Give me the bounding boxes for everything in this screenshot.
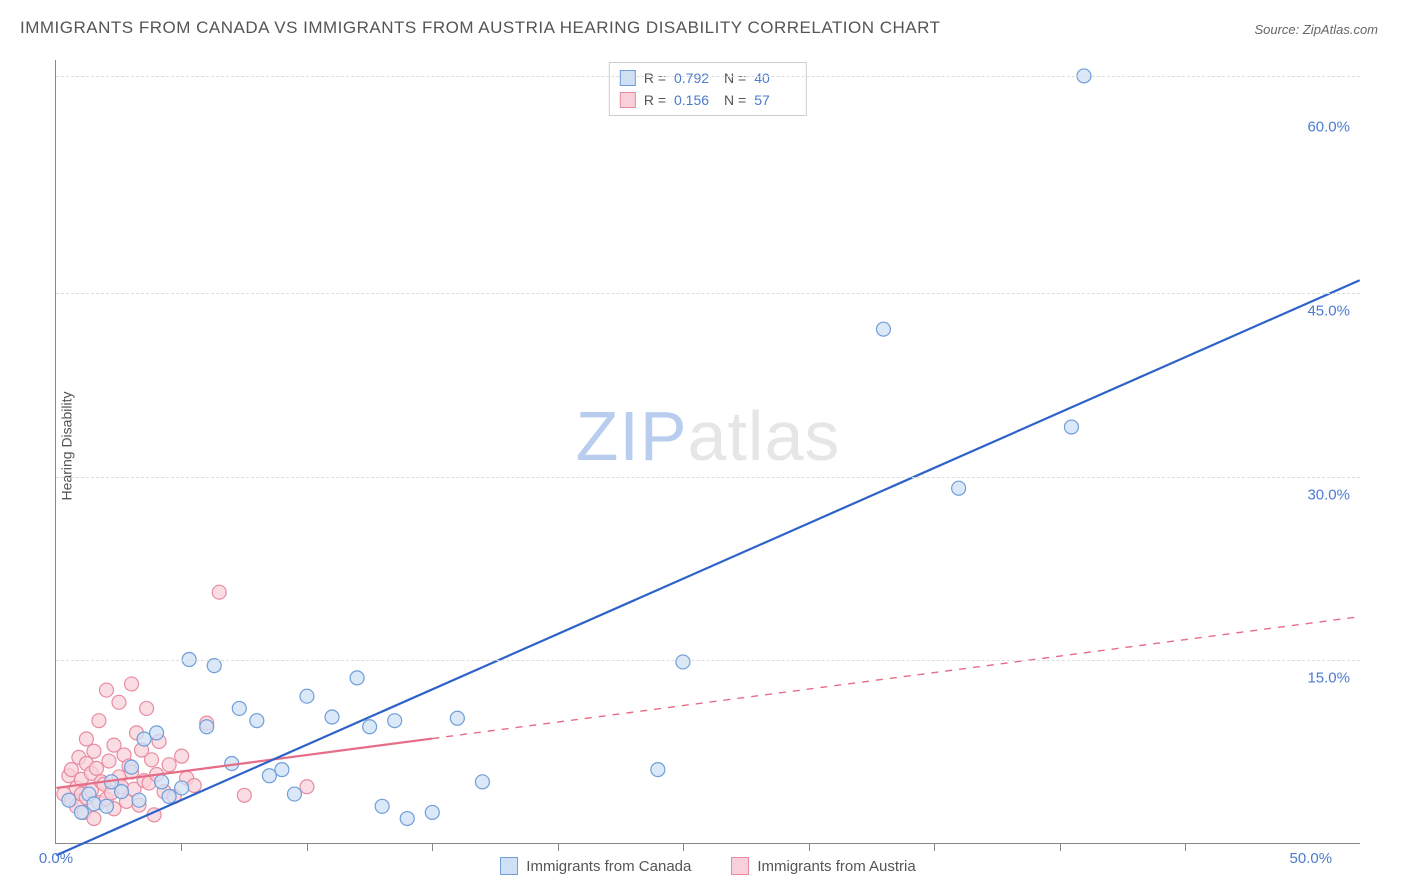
austria-point: [92, 714, 106, 728]
x-tick: [1060, 843, 1061, 851]
n-label: N =: [724, 89, 746, 111]
plot-area: ZIPatlas R = 0.792 N = 40 R = 0.156 N = …: [55, 60, 1360, 844]
x-tick: [181, 843, 182, 851]
canada-point: [132, 793, 146, 807]
canada-point: [363, 720, 377, 734]
canada-point: [125, 760, 139, 774]
r-label: R =: [644, 89, 666, 111]
legend-bottom: Immigrants from Canada Immigrants from A…: [56, 857, 1360, 875]
y-tick-label: 15.0%: [1307, 670, 1350, 687]
x-tick: [432, 843, 433, 851]
x-tick: [683, 843, 684, 851]
austria-point: [175, 749, 189, 763]
canada-point: [300, 689, 314, 703]
canada-point: [287, 787, 301, 801]
canada-point: [232, 701, 246, 715]
austria-point: [87, 812, 101, 826]
canada-point: [450, 711, 464, 725]
chart-title: IMMIGRANTS FROM CANADA VS IMMIGRANTS FRO…: [20, 18, 941, 38]
swatch-canada: [620, 70, 636, 86]
austria-point: [87, 744, 101, 758]
austria-point: [112, 695, 126, 709]
gridline: [56, 76, 1360, 77]
gridline: [56, 660, 1360, 661]
canada-point: [87, 797, 101, 811]
stats-legend-box: R = 0.792 N = 40 R = 0.156 N = 57: [609, 62, 807, 116]
austria-point: [99, 683, 113, 697]
canada-point: [275, 763, 289, 777]
canada-point: [475, 775, 489, 789]
legend-swatch-canada: [500, 857, 518, 875]
canada-trendline-extended: [482, 280, 1359, 667]
x-tick: [307, 843, 308, 851]
x-tick: [1185, 843, 1186, 851]
canada-point: [388, 714, 402, 728]
legend-item-canada: Immigrants from Canada: [500, 857, 691, 875]
canada-point: [676, 655, 690, 669]
legend-label-austria: Immigrants from Austria: [757, 858, 915, 875]
canada-point: [250, 714, 264, 728]
canada-point: [425, 805, 439, 819]
x-tick-label: 50.0%: [1290, 850, 1333, 867]
austria-point: [237, 788, 251, 802]
canada-point: [62, 793, 76, 807]
austria-point: [79, 732, 93, 746]
x-tick: [809, 843, 810, 851]
canada-point: [155, 775, 169, 789]
austria-point: [187, 779, 201, 793]
n-label: N =: [724, 67, 746, 89]
plot-svg: [56, 60, 1360, 843]
canada-point: [350, 671, 364, 685]
r-value-canada: 0.792: [674, 67, 716, 89]
gridline: [56, 293, 1360, 294]
canada-point: [200, 720, 214, 734]
n-value-austria: 57: [754, 89, 796, 111]
canada-point: [952, 481, 966, 495]
canada-point: [400, 812, 414, 826]
austria-trendline-dashed: [432, 617, 1359, 739]
canada-point: [150, 726, 164, 740]
legend-item-austria: Immigrants from Austria: [731, 857, 915, 875]
y-tick-label: 60.0%: [1307, 119, 1350, 136]
gridline: [56, 477, 1360, 478]
canada-point: [74, 805, 88, 819]
x-tick: [934, 843, 935, 851]
legend-label-canada: Immigrants from Canada: [526, 858, 691, 875]
r-label: R =: [644, 67, 666, 89]
y-tick-label: 45.0%: [1307, 302, 1350, 319]
swatch-austria: [620, 92, 636, 108]
r-value-austria: 0.156: [674, 89, 716, 111]
austria-point: [162, 758, 176, 772]
canada-point: [375, 799, 389, 813]
canada-point: [1064, 420, 1078, 434]
austria-point: [125, 677, 139, 691]
austria-point: [212, 585, 226, 599]
austria-point: [89, 761, 103, 775]
austria-point: [102, 754, 116, 768]
canada-point: [325, 710, 339, 724]
canada-point: [876, 322, 890, 336]
canada-point: [137, 732, 151, 746]
canada-point: [262, 769, 276, 783]
austria-point: [300, 780, 314, 794]
stats-row-austria: R = 0.156 N = 57: [620, 89, 796, 111]
y-tick-label: 30.0%: [1307, 486, 1350, 503]
canada-point: [115, 785, 129, 799]
legend-swatch-austria: [731, 857, 749, 875]
canada-point: [651, 763, 665, 777]
austria-point: [145, 753, 159, 767]
canada-point: [162, 790, 176, 804]
n-value-canada: 40: [754, 67, 796, 89]
source-attribution: Source: ZipAtlas.com: [1254, 22, 1378, 37]
x-tick: [558, 843, 559, 851]
stats-row-canada: R = 0.792 N = 40: [620, 67, 796, 89]
x-tick-label: 0.0%: [39, 850, 73, 867]
canada-point: [175, 781, 189, 795]
austria-point: [140, 701, 154, 715]
canada-point: [99, 799, 113, 813]
